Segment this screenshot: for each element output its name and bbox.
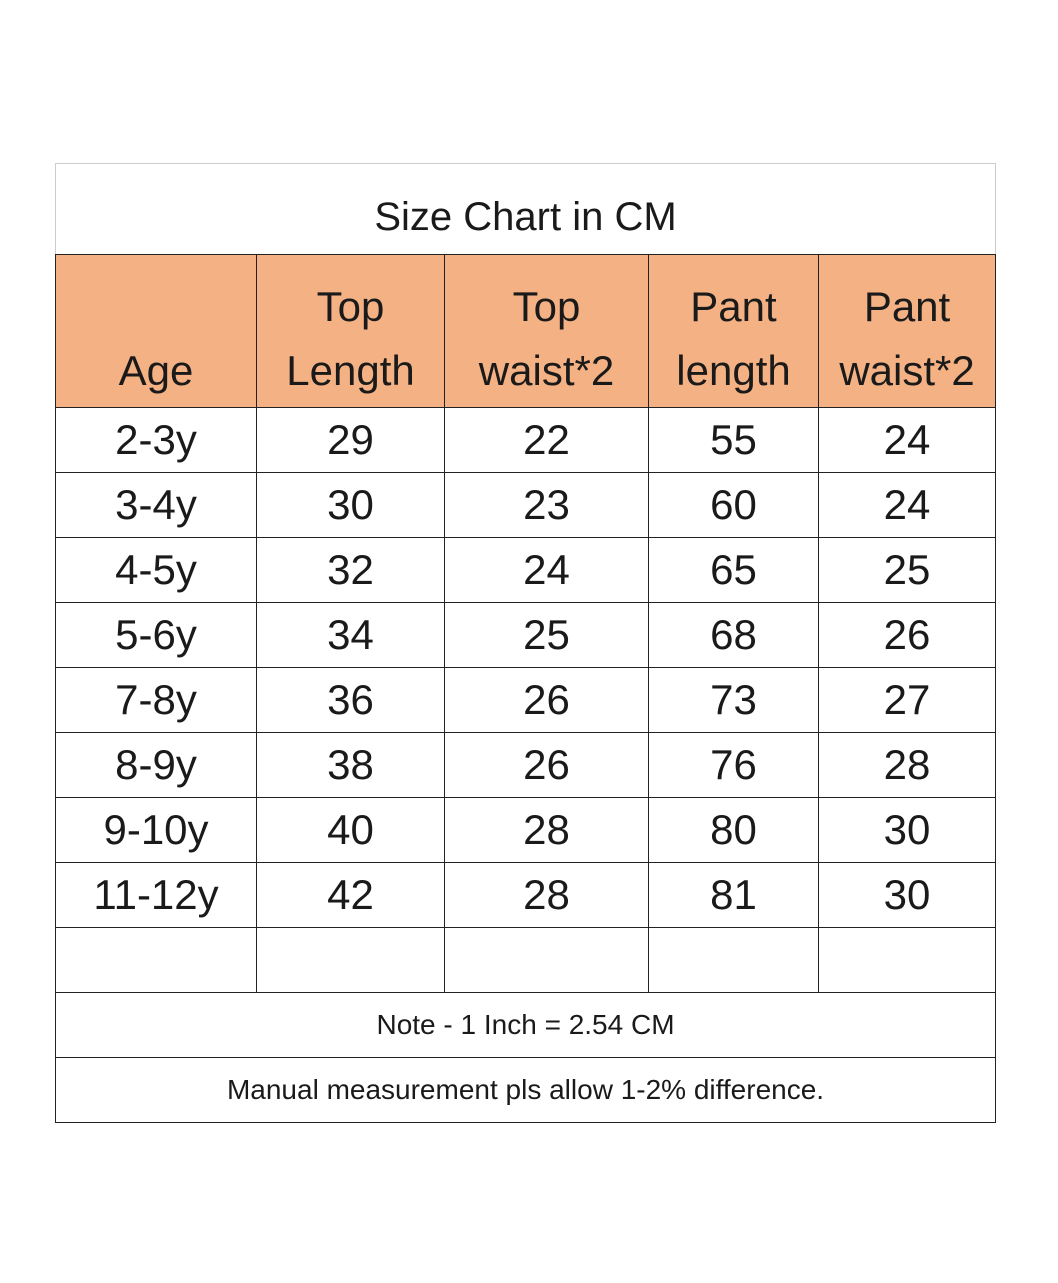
cell-pant-waist: 28 [817, 732, 997, 798]
table-row: 4-5y 32 24 65 25 [55, 537, 997, 603]
header-line1: Pant [690, 283, 777, 330]
cell-top-length: 36 [256, 667, 445, 733]
empty-cell [648, 927, 819, 993]
size-chart-table: Size Chart in CM Age Top Length Top waist*… [54, 163, 997, 1123]
table-row: 3-4y 30 23 60 24 [55, 472, 997, 538]
header-line1 [56, 275, 256, 339]
empty-cell [55, 927, 257, 993]
cell-top-waist: 25 [444, 602, 649, 668]
note-row: Manual measurement pls allow 1-2% differ… [54, 1057, 997, 1123]
cell-age: 11-12y [55, 862, 257, 928]
cell-age: 8-9y [55, 732, 257, 798]
cell-pant-length: 55 [648, 407, 819, 473]
header-row: Age Top Length Top waist*2 Pant length Pant… [55, 254, 997, 408]
cell-top-waist: 26 [444, 732, 649, 798]
cell-top-waist: 24 [444, 537, 649, 603]
header-line1: Top [512, 283, 581, 330]
header-top-waist: Top waist*2 [444, 254, 649, 408]
empty-cell [256, 927, 445, 993]
header-line2: waist*2 [478, 347, 615, 394]
header-line1: Top [316, 283, 385, 330]
cell-age: 2-3y [55, 407, 257, 473]
chart-title: Size Chart in CM [54, 163, 997, 255]
cell-pant-length: 68 [648, 602, 819, 668]
cell-pant-waist: 30 [817, 862, 997, 928]
empty-cell [817, 927, 997, 993]
cell-top-waist: 28 [444, 862, 649, 928]
cell-pant-waist: 25 [817, 537, 997, 603]
empty-cell [444, 927, 649, 993]
header-pant-waist: Pant waist*2 [817, 254, 997, 408]
cell-top-length: 42 [256, 862, 445, 928]
cell-top-length: 30 [256, 472, 445, 538]
cell-top-length: 38 [256, 732, 445, 798]
header-line2: length [676, 347, 791, 394]
cell-top-length: 32 [256, 537, 445, 603]
cell-age: 5-6y [55, 602, 257, 668]
header-age: Age [55, 254, 257, 408]
cell-age: 3-4y [55, 472, 257, 538]
cell-pant-length: 76 [648, 732, 819, 798]
cell-top-waist: 26 [444, 667, 649, 733]
cell-age: 9-10y [55, 797, 257, 863]
table-row: 7-8y 36 26 73 27 [55, 667, 997, 733]
cell-top-length: 29 [256, 407, 445, 473]
cell-top-length: 40 [256, 797, 445, 863]
table-row: 2-3y 29 22 55 24 [55, 407, 997, 473]
cell-pant-length: 81 [648, 862, 819, 928]
header-line1: Pant [863, 283, 951, 330]
table-row: 5-6y 34 25 68 26 [55, 602, 997, 668]
table-row: 11-12y 42 28 81 30 [55, 862, 997, 928]
table-row: 8-9y 38 26 76 28 [55, 732, 997, 798]
header-top-length: Top Length [256, 254, 445, 408]
cell-top-waist: 23 [444, 472, 649, 538]
cell-pant-waist: 30 [817, 797, 997, 863]
cell-pant-waist: 24 [817, 472, 997, 538]
cell-top-waist: 28 [444, 797, 649, 863]
cell-age: 7-8y [55, 667, 257, 733]
cell-top-length: 34 [256, 602, 445, 668]
cell-top-waist: 22 [444, 407, 649, 473]
header-line2: Age [118, 347, 194, 394]
cell-age: 4-5y [55, 537, 257, 603]
cell-pant-waist: 26 [817, 602, 997, 668]
cell-pant-waist: 24 [817, 407, 997, 473]
conversion-note: Note - 1 Inch = 2.54 CM [54, 992, 997, 1058]
cell-pant-length: 80 [648, 797, 819, 863]
cell-pant-length: 65 [648, 537, 819, 603]
header-line2: waist*2 [839, 347, 975, 394]
header-line2: Length [286, 347, 415, 394]
cell-pant-waist: 27 [817, 667, 997, 733]
title-row: Size Chart in CM [54, 163, 997, 255]
table-row: 9-10y 40 28 80 30 [55, 797, 997, 863]
cell-pant-length: 60 [648, 472, 819, 538]
header-pant-length: Pant length [648, 254, 819, 408]
measurement-note: Manual measurement pls allow 1-2% differ… [54, 1057, 997, 1123]
empty-row [55, 927, 997, 993]
note-row: Note - 1 Inch = 2.54 CM [54, 992, 997, 1058]
cell-pant-length: 73 [648, 667, 819, 733]
